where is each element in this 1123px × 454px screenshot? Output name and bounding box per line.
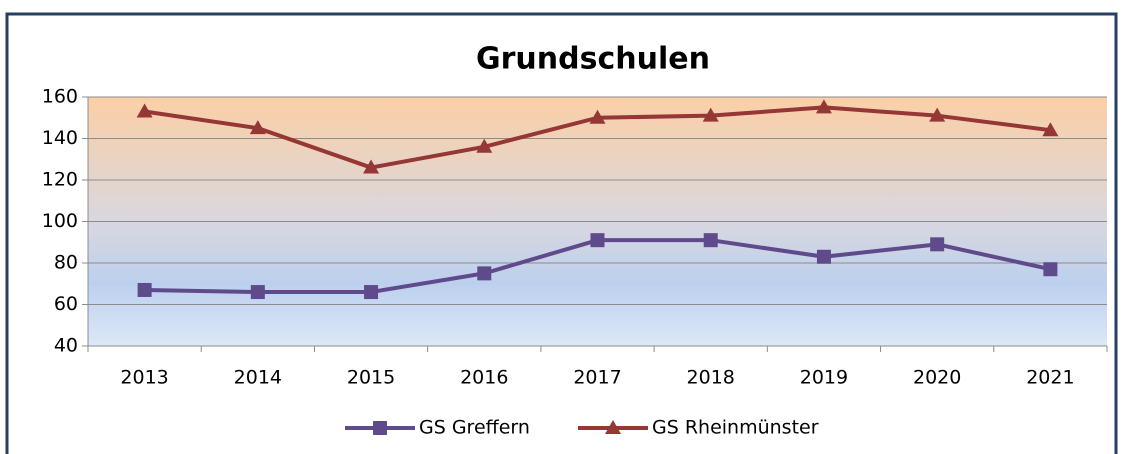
legend-label: GS Greffern (419, 417, 530, 439)
y-tick-label: 80 (54, 252, 78, 274)
x-tick-label: 2021 (1026, 367, 1074, 389)
legend-label: GS Rheinmünster (652, 417, 819, 439)
x-tick-label: 2016 (460, 367, 508, 389)
y-tick-label: 60 (54, 293, 78, 315)
frame (5, 12, 1118, 454)
x-tick-label: 2020 (913, 367, 961, 389)
marker (702, 107, 719, 122)
marker (476, 138, 493, 153)
legend-marker (373, 421, 387, 435)
x-tick-label: 2015 (347, 367, 395, 389)
chart-title: Grundschulen (476, 42, 710, 77)
y-tick-label: 160 (42, 86, 78, 108)
y-tick-label: 120 (42, 169, 78, 191)
marker (364, 285, 379, 300)
x-tick-label: 2014 (234, 367, 282, 389)
marker (815, 99, 832, 114)
marker (930, 237, 945, 252)
x-tick-label: 2018 (687, 367, 735, 389)
y-tick-label: 100 (42, 210, 78, 232)
marker (1042, 122, 1059, 137)
marker (590, 233, 605, 248)
x-tick-label: 2013 (120, 367, 168, 389)
legend-marker (605, 420, 621, 434)
marker (250, 285, 265, 300)
marker (816, 249, 831, 264)
x-tick-label: 2017 (573, 367, 621, 389)
marker (477, 266, 492, 281)
marker (589, 109, 606, 124)
marker (1043, 262, 1058, 277)
marker (929, 107, 946, 122)
marker (363, 159, 380, 174)
x-tick-label: 2019 (800, 367, 848, 389)
marker (136, 103, 153, 118)
marker (137, 282, 152, 297)
marker (249, 120, 266, 135)
marker (703, 233, 718, 248)
y-tick-label: 140 (42, 127, 78, 149)
y-tick-label: 40 (54, 335, 78, 357)
